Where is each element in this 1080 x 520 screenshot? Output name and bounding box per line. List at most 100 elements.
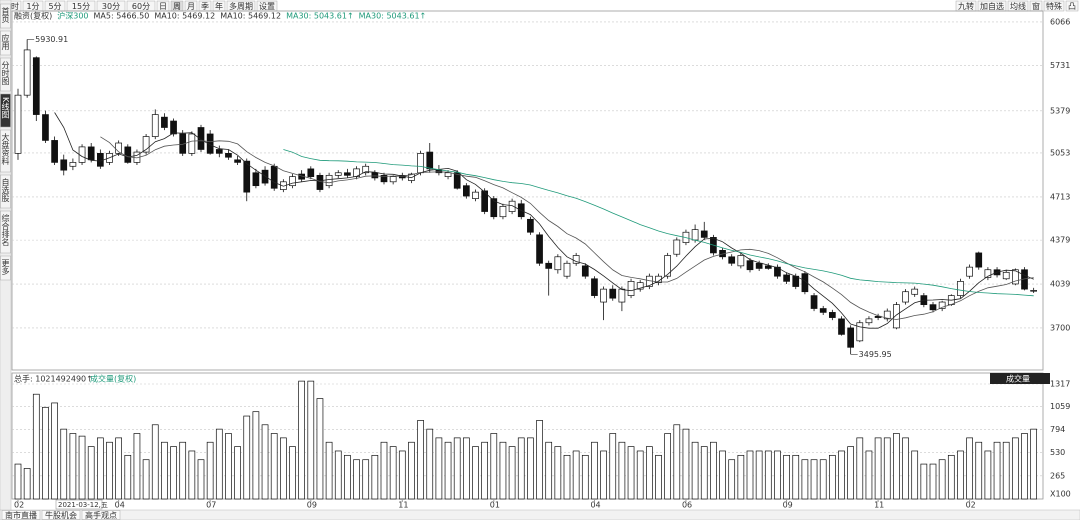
candle-body (362, 165, 370, 174)
sidebar-tab[interactable] (0, 255, 11, 281)
volume-bar (673, 424, 681, 500)
volume-title: 总手: 1021492490↑ (14, 374, 93, 384)
sidebar-label[interactable]: 综合排名 (1, 213, 10, 247)
toolbar-label[interactable]: 设置 (259, 1, 275, 11)
volume-bar (197, 459, 205, 500)
sidebar-tab[interactable] (0, 174, 11, 209)
candle-body (810, 295, 818, 309)
volume-bar (51, 402, 58, 500)
volume-bar (225, 433, 232, 500)
sidebar-label[interactable]: 自选股 (1, 177, 10, 203)
volume-bar (947, 454, 955, 500)
volume-bar (883, 437, 891, 500)
volume-bar (508, 446, 516, 500)
candle-body (737, 255, 745, 267)
toolbar-button[interactable] (1065, 0, 1079, 12)
candle-body (371, 172, 379, 179)
volume-bar (280, 437, 287, 500)
candle-body (472, 191, 479, 199)
x-tick-label: 02 (966, 501, 976, 510)
toolbar-label[interactable]: 九转 (958, 1, 974, 11)
volume-tick-label: 265 (1050, 471, 1065, 480)
volume-bar (151, 424, 159, 500)
sidebar-label[interactable]: 应用 (1, 33, 10, 51)
volume-bar (14, 463, 22, 500)
volume-bar (124, 454, 132, 500)
sidebar-label[interactable]: 分时图 (1, 61, 10, 86)
ma-line (100, 136, 1034, 320)
volume-selector-label[interactable]: 成交量 (1006, 374, 1030, 384)
volume-bar (1021, 433, 1028, 500)
sidebar-tab[interactable] (0, 57, 11, 92)
sidebar-tab[interactable] (0, 93, 11, 128)
volume-bar (344, 454, 351, 500)
volume-bar (746, 450, 754, 500)
y-tick-label: 4713 (1050, 192, 1070, 201)
volume-bar (408, 441, 415, 500)
candle-body (115, 142, 123, 154)
sidebar-label[interactable]: 大盘资料 (1, 132, 10, 166)
candle-body (316, 174, 324, 190)
volume-bar (316, 398, 324, 500)
sidebar-tab[interactable] (0, 30, 11, 56)
candle-body (1011, 269, 1019, 285)
candle-body (69, 162, 77, 167)
bottom-tab-label[interactable]: 牛股机会 (45, 510, 77, 520)
toolbar-label[interactable]: 季 (201, 1, 209, 11)
toolbar-label[interactable]: 凸 (1068, 2, 1076, 11)
toolbar-label[interactable]: 30分 (102, 2, 120, 11)
toolbar-label[interactable]: 1分 (26, 2, 39, 11)
y-tick-label: 3700 (1050, 323, 1070, 332)
toolbar-label[interactable]: 窗 (1032, 1, 1040, 11)
candle-body (828, 312, 836, 318)
legend-item: 沪深300 (57, 11, 88, 21)
volume-bar (270, 433, 278, 500)
volume-bar (353, 459, 360, 500)
volume-bar (32, 393, 40, 500)
toolbar-label[interactable]: 特殊 (1046, 1, 1062, 11)
candle-body (929, 304, 937, 311)
volume-selector[interactable] (990, 373, 1050, 384)
toolbar-label[interactable]: 均线 (1010, 1, 1026, 11)
toolbar-label[interactable]: 年 (215, 1, 223, 11)
volume-bar (627, 446, 635, 500)
toolbar-label[interactable]: 周 (173, 2, 181, 11)
candle-body (984, 269, 992, 278)
candle-body (14, 94, 22, 154)
candle-body (270, 165, 278, 189)
volume-bar (774, 450, 781, 500)
sidebar-label[interactable]: K线图 (1, 97, 10, 119)
bottom-tab-label[interactable]: 高手观点 (85, 510, 117, 520)
sidebar-tab[interactable] (0, 210, 11, 254)
toolbar-label[interactable]: 多周期 (229, 1, 253, 11)
volume-bar (966, 437, 973, 500)
candle-body (334, 172, 342, 176)
candle-body (23, 49, 31, 96)
candle-body (243, 160, 251, 193)
volume-bar (1011, 437, 1019, 500)
candle-body (234, 159, 241, 163)
toolbar-label[interactable]: 15分 (72, 2, 90, 11)
sidebar-label[interactable]: 更多 (1, 259, 10, 276)
candle-body (499, 206, 507, 218)
volume-bar (106, 441, 113, 500)
volume-bar (96, 437, 104, 500)
toolbar-label[interactable]: 60分 (132, 2, 150, 11)
toolbar-label[interactable]: 日 (159, 2, 167, 11)
volume-bar (911, 450, 919, 500)
sidebar-tab[interactable] (0, 3, 11, 29)
toolbar-label[interactable]: 5分 (48, 2, 61, 11)
candle-body (124, 146, 132, 163)
y-tick-label: 5731 (1050, 61, 1070, 70)
sidebar-label[interactable]: 首页 (1, 6, 10, 24)
candle-body (691, 229, 699, 241)
volume-bar (801, 459, 809, 500)
toolbar-label[interactable]: 加自选 (980, 1, 1004, 11)
candle-body (819, 308, 827, 313)
toolbar-label[interactable]: 月 (187, 2, 195, 11)
toolbar-button[interactable] (1043, 0, 1065, 12)
candle-body (893, 304, 900, 329)
bottom-tab-label[interactable]: 南市直播 (5, 510, 37, 520)
candle-body (536, 234, 543, 264)
sidebar-tab[interactable] (0, 129, 11, 173)
